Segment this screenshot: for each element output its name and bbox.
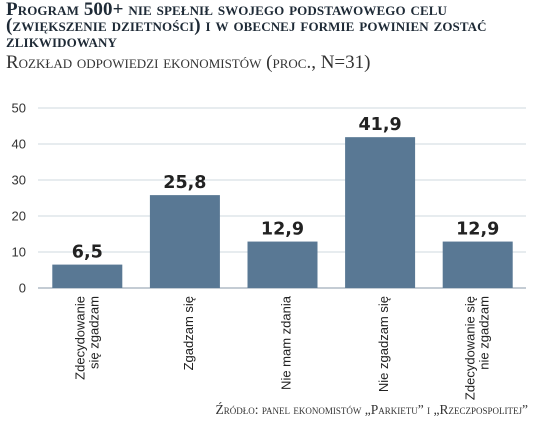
- x-tick-label-line: Nie zgadzam się: [376, 296, 391, 392]
- x-tick-label: Nie zgadzam się: [376, 296, 391, 392]
- chart-title: Program 500+ nie spełnił swojego podstaw…: [6, 0, 487, 52]
- bars: [52, 137, 513, 288]
- x-tick-label-line: Zgadzam się: [181, 296, 196, 370]
- data-label: 12,9: [456, 220, 499, 240]
- x-tick-label: Zgadzam się: [181, 296, 196, 370]
- x-tick-label-line: Zdecydowanie się: [463, 296, 478, 400]
- y-tick-label: 40: [12, 137, 26, 152]
- x-tick-label: Zdecydowanie się nie zgadzam: [463, 296, 492, 400]
- x-tick-label: Zdecydowanie się zgadzam: [72, 296, 101, 380]
- x-tick-label-line: Nie mam zdania: [279, 295, 294, 390]
- bar: [247, 241, 318, 288]
- y-tick-label: 10: [12, 245, 26, 260]
- data-label: 25,8: [163, 173, 206, 193]
- x-tick-label-line: się zgadzam: [86, 296, 101, 369]
- bar: [345, 137, 416, 288]
- bar: [52, 264, 123, 288]
- value-labels: 6,5 25,8 12,9 41,9 12,9: [72, 115, 500, 262]
- data-label: 12,9: [261, 220, 304, 240]
- x-tick-label-line: nie zgadzam: [477, 296, 492, 370]
- y-tick-label: 20: [12, 209, 26, 224]
- bar: [149, 195, 220, 288]
- x-tick-label-line: Zdecydowanie: [72, 296, 87, 380]
- y-axis: 0 10 20 30 40 50: [12, 101, 26, 296]
- chart-subtitle: Rozkład odpowiedzi ekonomistów (proc., N…: [6, 52, 371, 73]
- data-label: 6,5: [72, 243, 103, 263]
- x-tick-label: Nie mam zdania: [279, 295, 294, 390]
- x-axis-labels: Zdecydowanie się zgadzam Zgadzam się Nie ma…: [72, 295, 491, 400]
- y-tick-label: 30: [12, 173, 26, 188]
- bar: [442, 241, 513, 288]
- data-label: 41,9: [359, 115, 402, 135]
- source-note: Źródło: panel ekonomistów „Parkietu” i „…: [215, 402, 528, 417]
- y-tick-label: 0: [19, 281, 26, 296]
- y-tick-label: 50: [12, 101, 26, 116]
